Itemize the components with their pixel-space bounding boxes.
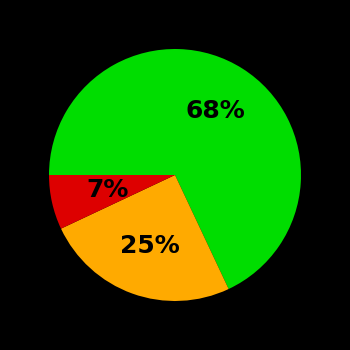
Wedge shape [61, 175, 229, 301]
Text: 25%: 25% [119, 234, 179, 258]
Text: 68%: 68% [186, 99, 245, 123]
Wedge shape [49, 49, 301, 289]
Wedge shape [49, 175, 175, 229]
Text: 7%: 7% [86, 178, 128, 202]
